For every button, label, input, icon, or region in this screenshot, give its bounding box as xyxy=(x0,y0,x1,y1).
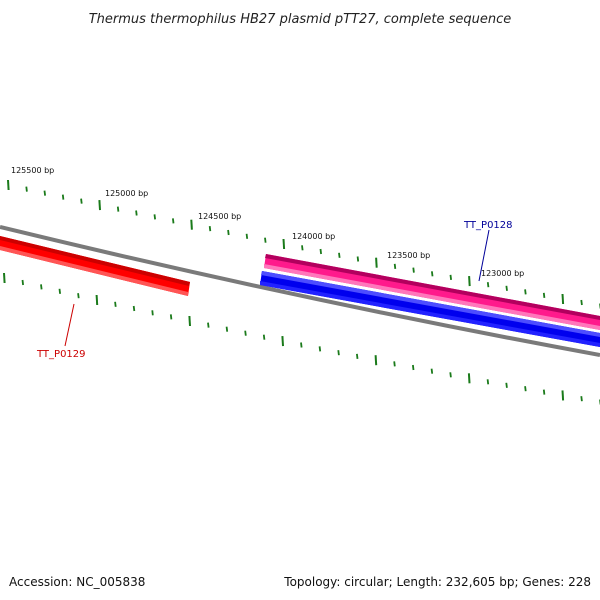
inner-tick-minor xyxy=(132,305,136,312)
scale-label-125500: 125500 bp xyxy=(11,166,54,175)
outer-tick-minor xyxy=(412,267,415,273)
outer-tick-minor xyxy=(542,292,546,299)
outer-tick-major xyxy=(561,293,565,305)
inner-tick-major xyxy=(374,355,378,366)
outer-tick-minor xyxy=(25,186,28,192)
outer-tick-minor xyxy=(356,256,360,262)
scale-label-123000: 123000 bp xyxy=(481,269,524,278)
outer-tick-minor xyxy=(80,198,83,204)
inner-tick-major xyxy=(95,294,99,306)
outer-tick-minor xyxy=(524,289,527,295)
outer-tick-minor xyxy=(43,190,46,196)
outer-tick-minor xyxy=(431,271,434,277)
leader-line-tt-p0129 xyxy=(64,303,75,347)
gene-tt-p0128[interactable] xyxy=(260,271,600,347)
outer-tick-minor xyxy=(227,229,230,236)
outer-tick-major xyxy=(98,200,101,211)
outer-tick-minor xyxy=(245,233,249,239)
inner-tick-major xyxy=(188,315,191,327)
gene-label-tt-p0129[interactable]: TT_P0129 xyxy=(36,349,86,360)
map-title: Thermus thermophilus HB27 plasmid pTT27,… xyxy=(89,12,512,27)
inner-tick-minor xyxy=(207,322,210,328)
inner-tick-minor xyxy=(151,310,154,316)
outer-tick-minor xyxy=(338,252,341,258)
outer-tick-major xyxy=(468,276,471,287)
outer-tick-minor xyxy=(264,237,267,243)
inner-tick-minor xyxy=(262,334,266,340)
inner-tick-minor xyxy=(430,368,434,374)
inner-tick-minor xyxy=(580,396,583,402)
inner-tick-minor xyxy=(412,364,415,371)
inner-tick-minor xyxy=(524,386,527,392)
inner-tick-major xyxy=(561,390,565,401)
inner-tick-minor xyxy=(486,379,490,385)
outer-tick-minor xyxy=(449,274,452,281)
inner-tick-minor xyxy=(21,279,24,286)
outer-tick-minor xyxy=(580,299,583,306)
accession-label: Accession: NC_005838 xyxy=(9,575,145,589)
outer-tick-major xyxy=(375,257,378,268)
inner-tick-minor xyxy=(318,346,322,352)
outer-tick-minor xyxy=(153,214,156,220)
inner-tick-minor xyxy=(300,342,303,348)
inner-tick-minor xyxy=(449,372,452,378)
gene-label-tt-p0128[interactable]: TT_P0128 xyxy=(463,220,513,231)
inner-tick-minor xyxy=(169,314,173,320)
leader-line-tt-p0128 xyxy=(478,229,490,282)
inner-tick-minor xyxy=(505,382,508,388)
gene-forward-pink[interactable] xyxy=(264,254,600,330)
inner-tick-minor xyxy=(337,350,340,356)
outer-tick-major xyxy=(282,238,286,250)
inner-tick-minor xyxy=(393,361,396,367)
scale-label-124000: 124000 bp xyxy=(292,232,335,241)
outer-tick-minor xyxy=(393,263,397,270)
outer-scale-ticks xyxy=(7,179,600,309)
outer-tick-minor xyxy=(172,218,175,224)
inner-tick-minor xyxy=(244,330,247,336)
sequence-summary: Topology: circular; Length: 232,605 bp; … xyxy=(283,575,591,589)
scale-label-123500: 123500 bp xyxy=(387,251,430,260)
inner-tick-minor xyxy=(356,353,359,360)
inner-tick-minor xyxy=(114,301,117,307)
outer-tick-minor xyxy=(61,194,65,200)
inner-tick-minor xyxy=(225,326,229,332)
outer-tick-minor xyxy=(135,210,138,216)
inner-tick-major xyxy=(281,336,284,347)
scale-label-124500: 124500 bp xyxy=(198,212,241,221)
outer-tick-minor xyxy=(486,282,490,288)
inner-tick-major xyxy=(467,373,471,384)
inner-tick-minor xyxy=(58,288,61,294)
outer-tick-minor xyxy=(301,245,304,251)
outer-tick-major xyxy=(190,219,193,230)
inner-tick-minor xyxy=(542,389,546,395)
inner-tick-minor xyxy=(77,293,80,299)
outer-tick-minor xyxy=(116,206,120,212)
plasmid-backbone xyxy=(0,225,600,357)
scale-label-125000: 125000 bp xyxy=(105,189,148,198)
outer-tick-minor xyxy=(505,285,508,291)
gene-tt-p0129[interactable] xyxy=(0,236,190,296)
inner-tick-minor xyxy=(40,284,43,290)
outer-tick-major xyxy=(7,179,10,191)
outer-tick-minor xyxy=(319,248,322,255)
inner-tick-major xyxy=(3,272,6,284)
outer-tick-minor xyxy=(208,225,212,232)
inner-scale-ticks xyxy=(3,272,600,405)
